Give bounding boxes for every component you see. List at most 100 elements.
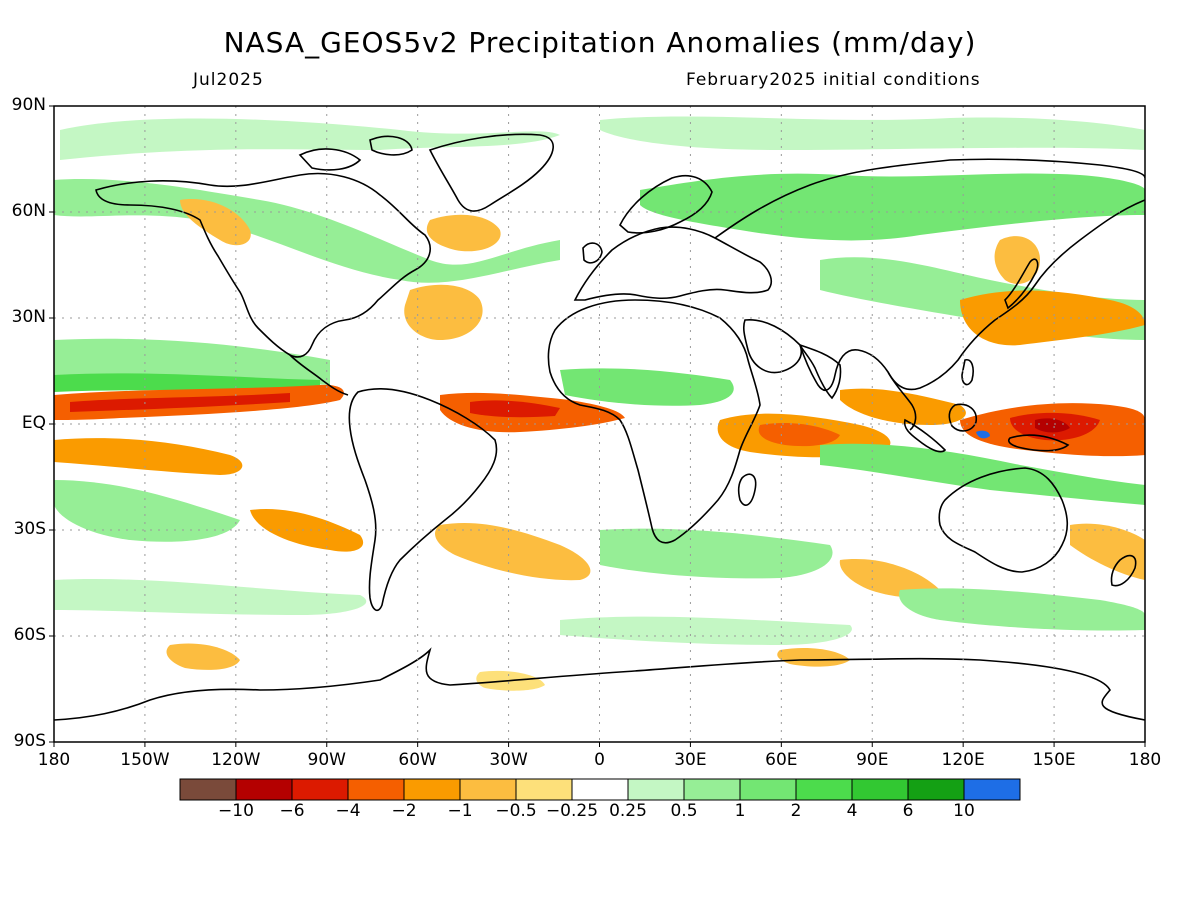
anomaly-area: [54, 438, 243, 475]
british-isles-coastline: [582, 242, 603, 264]
anomaly-area: [640, 173, 1145, 241]
longitude-label: 60W: [398, 750, 437, 770]
colorbar-label: 2: [790, 801, 802, 821]
colorbar-label: −10: [218, 801, 254, 821]
anomaly-area: [994, 236, 1040, 284]
europe-coastline: [573, 226, 772, 301]
sumatra-coastline: [903, 418, 947, 453]
anomaly-area: [60, 118, 560, 160]
asia-coastline: [714, 158, 1145, 391]
colorbar-swatch: [515, 778, 573, 801]
valid-month-label: Jul2025: [193, 70, 264, 90]
latitude-label: 90N: [11, 95, 46, 115]
colorbar-label: −2: [391, 801, 417, 821]
north-america-coastline: [95, 172, 431, 358]
longitude-label: 60E: [765, 750, 798, 770]
antarctica-coastline: [54, 647, 1145, 721]
japan-coastline: [1004, 258, 1039, 310]
colorbar-label: 10: [953, 801, 975, 821]
new-zealand-coastline: [1110, 554, 1137, 587]
south-america-coastline: [348, 387, 498, 612]
colorbar-swatch: [907, 778, 965, 801]
anomaly-area: [777, 648, 850, 667]
longitude-label: 0: [594, 750, 605, 770]
longitude-label: 30W: [489, 750, 528, 770]
colorbar-label: −1: [447, 801, 473, 821]
latitude-label: 90S: [13, 731, 46, 751]
anomaly-area: [54, 179, 560, 283]
colorbar-label: 0.25: [609, 801, 647, 821]
colorbar-label: −0.5: [495, 801, 537, 821]
latitude-label: 60N: [11, 201, 46, 221]
anomaly-area: [839, 559, 940, 598]
canadian-archipelago-coastline: [369, 135, 413, 156]
anomaly-area: [560, 368, 734, 406]
anomaly-area: [840, 388, 966, 425]
map-title: NASA_GEOS5v2 Precipitation Anomalies (mm…: [223, 26, 977, 59]
latitude-label: 60S: [13, 625, 46, 645]
anomaly-area: [180, 199, 251, 246]
longitude-label: 150E: [1032, 750, 1076, 770]
colorbar-swatch: [235, 778, 293, 801]
longitude-label: 120W: [211, 750, 261, 770]
graticule: [54, 106, 1145, 742]
colorbar-swatch: [739, 778, 797, 801]
anomaly-area: [435, 522, 591, 581]
longitude-label: 90E: [856, 750, 889, 770]
longitude-label: 180: [37, 750, 71, 770]
colorbar-swatch: [683, 778, 741, 801]
colorbar-swatch: [403, 778, 461, 801]
anomaly-area: [820, 443, 1145, 505]
colorbar-swatch: [459, 778, 517, 801]
colorbar-swatch: [179, 778, 237, 801]
colorbar-swatch: [347, 778, 405, 801]
latitude-label: EQ: [21, 413, 46, 433]
anomaly-area: [250, 509, 364, 552]
africa-coastline: [547, 299, 761, 544]
colorbar-label: 0.5: [670, 801, 698, 821]
anomaly-area: [426, 214, 501, 252]
anomaly-shading: [54, 116, 1145, 691]
coastlines: [54, 133, 1145, 721]
anomaly-area: [54, 578, 367, 615]
borneo-coastline: [948, 403, 978, 432]
colorbar-swatch: [963, 778, 1021, 801]
colorbar-label: 1: [734, 801, 746, 821]
colorbar-swatch: [851, 778, 909, 801]
colorbar-swatch: [571, 778, 629, 801]
new-guinea-coastline: [1007, 434, 1070, 452]
anomaly-area: [758, 423, 840, 447]
axis-ticks: [49, 105, 1146, 747]
colorbar: [179, 778, 1021, 801]
colorbar-label: 4: [846, 801, 858, 821]
philippines-coastline: [961, 358, 974, 386]
anomaly-area: [976, 430, 990, 439]
anomaly-area: [899, 588, 1145, 631]
longitude-label: 90W: [307, 750, 346, 770]
colorbar-swatch: [795, 778, 853, 801]
anomaly-area: [600, 528, 833, 579]
anomaly-area: [600, 116, 1145, 150]
central-america-coastline: [289, 354, 349, 396]
latitude-label: 30S: [13, 519, 46, 539]
latitude-label: 30N: [11, 307, 46, 327]
anomaly-area: [54, 373, 320, 392]
anomaly-area: [404, 284, 483, 340]
anomaly-area: [1070, 523, 1145, 580]
anomaly-area: [470, 400, 560, 418]
arabia-coastline: [742, 319, 802, 374]
canadian-archipelago-coastline: [298, 148, 362, 171]
colorbar-label: 6: [902, 801, 914, 821]
anomaly-area: [166, 643, 240, 670]
colorbar-label: −0.25: [545, 801, 599, 821]
longitude-label: 150W: [120, 750, 170, 770]
anomaly-area: [1035, 418, 1070, 433]
initial-conditions-label: February2025 initial conditions: [686, 70, 981, 90]
colorbar-swatch: [627, 778, 685, 801]
greenland-coastline: [428, 133, 554, 212]
longitude-label: 180: [1128, 750, 1162, 770]
anomaly-area: [70, 393, 290, 412]
scandinavia-coastline: [619, 174, 713, 234]
colorbar-swatch: [291, 778, 349, 801]
